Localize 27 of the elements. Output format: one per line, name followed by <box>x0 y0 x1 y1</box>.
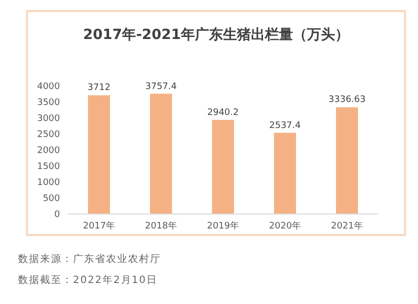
bar <box>274 132 296 214</box>
x-tick-label: 2020年 <box>269 220 301 232</box>
x-tick-label: 2019年 <box>207 220 239 232</box>
y-tick-label: 3500 <box>37 98 60 108</box>
bar <box>336 107 358 214</box>
x-tick-label: 2018年 <box>145 220 177 232</box>
chart-title: 2017年-2021年广东生猪出栏量（万头） <box>82 26 350 44</box>
source-note: 数据来源：广东省农业农村厅 <box>18 252 161 266</box>
y-tick-label: 1500 <box>37 162 60 172</box>
y-tick-label: 4000 <box>37 82 60 92</box>
text: 数据截至：2022年2月10日 <box>18 274 158 287</box>
y-tick-label: 0 <box>54 210 60 220</box>
y-tick-label: 500 <box>42 194 60 204</box>
x-tick-label: 2021年 <box>331 220 363 232</box>
data-label: 2940.2 <box>207 108 239 118</box>
y-tick-label: 3000 <box>37 114 60 124</box>
data-label: 3757.4 <box>145 82 178 92</box>
x-tick-label: 2017年 <box>83 220 115 232</box>
bar <box>88 95 110 214</box>
data-label: 3336.63 <box>328 95 366 106</box>
bar <box>150 94 172 214</box>
data-label: 2537.4 <box>269 120 302 131</box>
y-tick-label: 1000 <box>37 178 60 188</box>
y-tick-label: 2000 <box>37 146 60 156</box>
data-label: 3712 <box>88 83 110 94</box>
bar <box>212 120 234 214</box>
y-tick-label: 2500 <box>37 130 60 140</box>
